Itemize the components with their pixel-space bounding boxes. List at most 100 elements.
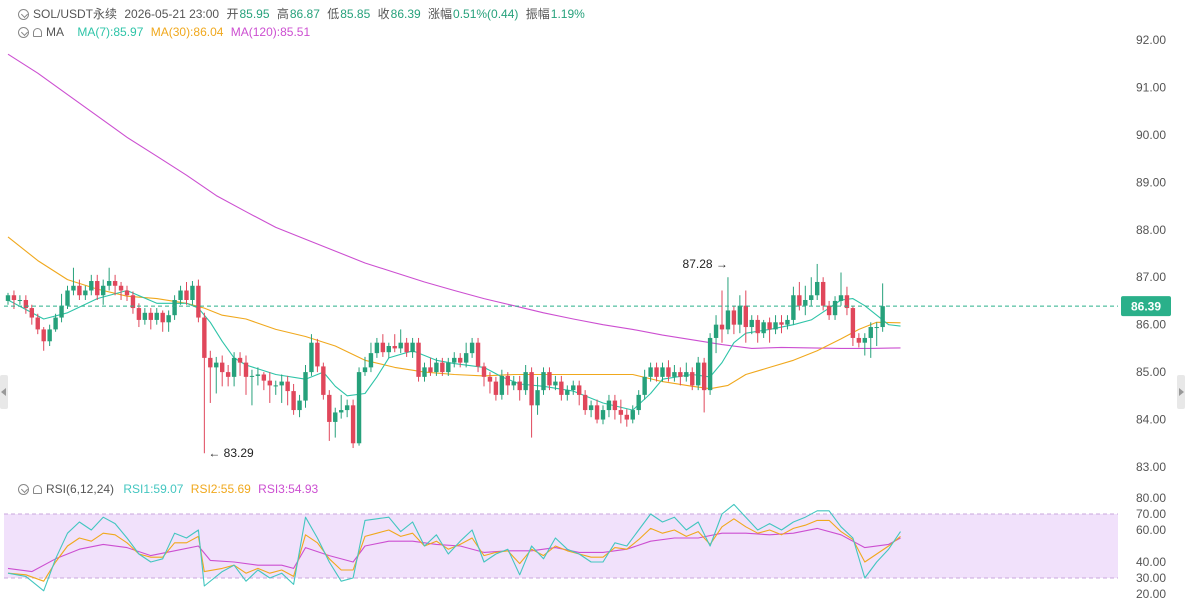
candle-body — [565, 390, 570, 395]
candle-body — [154, 312, 159, 320]
candle-body — [202, 317, 207, 358]
candle-body — [273, 385, 278, 387]
candle-body — [624, 414, 629, 420]
candle-body — [344, 405, 350, 411]
change-label: 涨幅 — [428, 7, 453, 21]
close-label: 收 — [377, 7, 390, 21]
candle-body — [303, 372, 308, 401]
bar-datetime: 2026-05-21 23:00 — [124, 7, 220, 21]
candle-body — [541, 372, 546, 391]
ma-collapse-chevron-icon[interactable] — [18, 27, 29, 38]
candle-body — [767, 322, 772, 330]
candle-body — [630, 410, 635, 420]
candle-body — [315, 342, 320, 367]
rsi-indicator-name[interactable]: RSI(6,12,24) — [46, 482, 115, 496]
candle-body — [690, 372, 695, 386]
rsi-alert-bell-icon[interactable] — [33, 485, 42, 494]
candle-body — [136, 308, 142, 320]
ma-indicator-name[interactable]: MA — [46, 25, 64, 39]
candle-body — [124, 290, 130, 296]
candle-body — [475, 342, 481, 367]
candle-body — [505, 375, 510, 386]
candle-body — [463, 353, 469, 363]
candle-body — [178, 290, 183, 300]
scroll-right-arrow-icon[interactable] — [1177, 375, 1185, 409]
candle-body — [713, 324, 719, 338]
candle-body — [737, 305, 743, 325]
candle-body — [499, 375, 505, 395]
candle-body — [374, 342, 380, 354]
candle-body — [648, 367, 653, 377]
candle-body — [17, 299, 23, 301]
candle-body — [612, 400, 618, 411]
candle-body — [678, 372, 683, 377]
candle-body — [803, 299, 808, 306]
rsi-tick-label: 40.00 — [1136, 555, 1166, 569]
candle-body — [368, 353, 374, 368]
candle-body — [333, 412, 338, 422]
candle-body — [339, 410, 344, 413]
symbol-name[interactable]: SOL/USDT永续 — [33, 7, 118, 21]
scroll-left-arrow-icon[interactable] — [0, 375, 8, 409]
price-tick-label: 85.00 — [1136, 365, 1166, 379]
candle-body — [166, 315, 171, 323]
candle-body — [398, 342, 403, 349]
candle-body — [660, 367, 665, 377]
rsi1-line — [7, 503, 901, 592]
rsi-tick-label: 20.00 — [1136, 587, 1166, 601]
candle-body — [826, 305, 832, 316]
candle-body — [618, 410, 624, 415]
candle-body — [701, 362, 707, 391]
rsi2-legend: RSI2:55.69 — [190, 482, 251, 496]
candle-body — [487, 376, 493, 382]
candle-body — [71, 285, 76, 291]
last-price-badge — [1121, 296, 1171, 317]
candle-body — [606, 400, 612, 411]
candle-body — [35, 317, 40, 330]
candle-body — [77, 285, 82, 296]
annotations-layer: 86.39 87.28 → ← 83.29 — [4, 257, 1171, 460]
candle-body — [469, 342, 475, 354]
candle-body — [428, 367, 433, 373]
price-axis: 92.00 91.00 90.00 89.00 88.00 87.00 86.00 85.00… — [1136, 33, 1166, 474]
candle-body — [725, 310, 731, 330]
ohlc-header: SOL/USDT永续 2026-05-21 23:00 开85.95 高86.8… — [18, 6, 589, 22]
candle-body — [309, 342, 314, 373]
collapse-chevron-icon[interactable] — [18, 9, 29, 20]
price-tick-label: 84.00 — [1136, 413, 1166, 427]
candle-body — [255, 374, 261, 376]
candle-body — [529, 372, 534, 406]
candle-body — [214, 362, 219, 368]
candle-body — [832, 300, 838, 316]
candle-body — [422, 367, 427, 377]
candle-body — [291, 391, 296, 411]
candle-body — [267, 380, 272, 386]
candles-layer — [5, 263, 885, 454]
candle-body — [440, 362, 445, 373]
candle-body — [666, 367, 671, 377]
candle-body — [5, 295, 11, 301]
candle-body — [452, 357, 457, 363]
rsi1-legend: RSI1:59.07 — [123, 482, 184, 496]
open-label: 开 — [226, 7, 239, 21]
ma7-legend: MA(7):85.97 — [77, 25, 144, 39]
rsi-axis: 80.00 70.00 60.00 40.00 30.00 20.00 — [1136, 491, 1166, 601]
price-tick-label: 87.00 — [1136, 270, 1166, 284]
candle-body — [809, 295, 814, 300]
price-tick-label: 88.00 — [1136, 223, 1166, 237]
candle-body — [517, 381, 522, 391]
candle-body — [196, 285, 201, 318]
candle-body — [868, 327, 873, 338]
price-tick-label: 90.00 — [1136, 128, 1166, 142]
candle-body — [481, 366, 487, 377]
candle-body — [83, 290, 88, 296]
rsi-collapse-chevron-icon[interactable] — [18, 484, 29, 495]
candle-body — [41, 329, 46, 342]
rsi-tick-label: 80.00 — [1136, 491, 1166, 505]
ma-alert-bell-icon[interactable] — [33, 28, 42, 37]
candle-body — [95, 281, 100, 296]
price-tick-label: 91.00 — [1136, 80, 1166, 94]
rsi-tick-label: 60.00 — [1136, 523, 1166, 537]
candle-body — [380, 342, 386, 353]
